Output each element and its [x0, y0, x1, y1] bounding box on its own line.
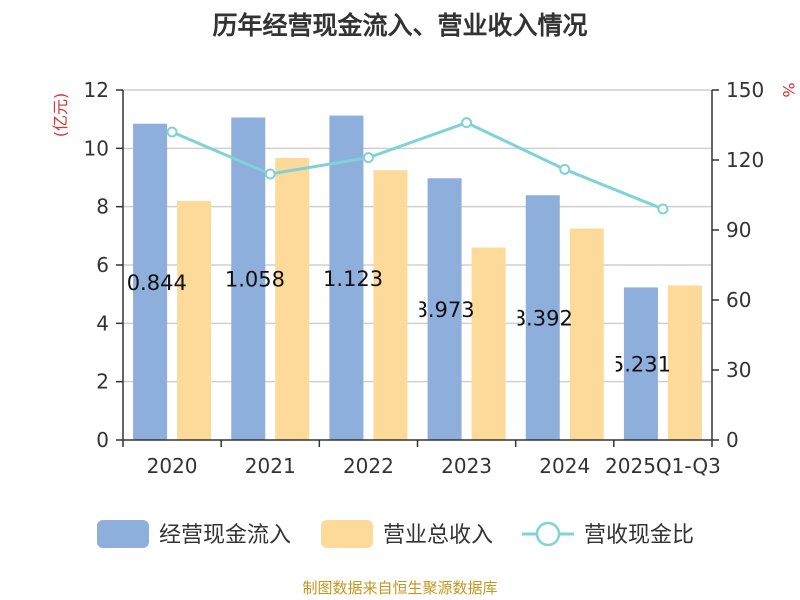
bar-revenue-2024: [569, 228, 604, 440]
legend: 经营现金流入 营业总收入 营收现金比: [97, 520, 694, 548]
legend-swatch-1: [321, 520, 373, 548]
legend-swatch-0: [97, 520, 149, 548]
value-label-2025Q1-Q3: 5.231: [611, 353, 671, 377]
y-right-label: %: [779, 82, 798, 97]
bar-cash-inflow-2024: [525, 195, 560, 440]
ratio-point-2020: [166, 126, 178, 138]
ratio-point-2024: [559, 163, 571, 175]
y-left-tick-label: 6: [96, 253, 109, 277]
value-label-2020: 10.844: [113, 271, 186, 295]
bar-cash-inflow-2023: [427, 178, 462, 440]
ratio-line-path: [171, 121, 664, 211]
bar-revenue-2023: [471, 247, 506, 440]
x-tick-label-2024: 2024: [539, 454, 590, 478]
legend-label-0: 经营现金流入: [159, 523, 291, 548]
bar-cash-inflow-2025Q1-Q3: [623, 287, 658, 440]
value-label-2021: 11.058: [212, 268, 285, 292]
y-left-tick-label: 12: [84, 78, 109, 102]
ratio-line: [166, 117, 669, 215]
value-label-2022: 11.123: [310, 267, 383, 291]
bar-revenue-2025Q1-Q3: [667, 285, 702, 440]
bar-cash-inflow-2021: [231, 117, 266, 440]
bar-cash-inflow-2022: [329, 115, 364, 441]
value-label-2023: 8.973: [415, 298, 475, 322]
ratio-point-2022: [362, 152, 374, 164]
x-tick-label-2020: 2020: [147, 454, 198, 478]
y-right-tick-label: 90: [726, 218, 751, 242]
y-right-tick-label: 150: [726, 78, 764, 102]
y-right-tick-label: 30: [726, 358, 751, 382]
y-left-tick-label: 0: [96, 428, 109, 452]
value-label-2024: 8.392: [513, 307, 573, 331]
bars: [133, 115, 702, 441]
y-left-tick-label: 10: [84, 136, 109, 160]
value-labels: 10.844 11.058 11.123 8.973 8.392 5.231: [113, 267, 671, 377]
y-left-tick-label: 2: [96, 370, 109, 394]
y-right-tick-label: 60: [726, 288, 751, 312]
chart-title: 历年经营现金流入、营业收入情况: [212, 11, 588, 40]
bar-revenue-2022: [373, 170, 408, 441]
y-left-label: (亿元): [51, 93, 70, 138]
y-left-tick-label: 4: [96, 311, 109, 335]
source-note: 制图数据来自恒生聚源数据库: [302, 579, 498, 597]
x-tick-label-2021: 2021: [245, 454, 296, 478]
x-tick-label-2023: 2023: [441, 454, 492, 478]
legend-label-2: 营收现金比: [584, 523, 694, 548]
bar-revenue-2021: [275, 157, 310, 441]
y-left-tick-label: 8: [96, 195, 109, 219]
y-right-tick-label: 120: [726, 148, 764, 172]
bar-revenue-2020: [177, 200, 212, 440]
y-right-tick-label: 0: [726, 428, 739, 452]
x-tick-label-2025Q1-Q3: 2025Q1-Q3: [605, 454, 721, 478]
legend-swatch-marker: [535, 521, 561, 547]
ratio-point-2021: [264, 168, 276, 180]
grid-lines: [123, 89, 712, 383]
bar-cash-inflow-2020: [133, 123, 168, 440]
legend-label-1: 营业总收入: [383, 523, 493, 548]
ratio-point-2025Q1-Q3: [657, 203, 669, 215]
ratio-point-2023: [461, 117, 473, 129]
x-tick-label-2022: 2022: [343, 454, 394, 478]
